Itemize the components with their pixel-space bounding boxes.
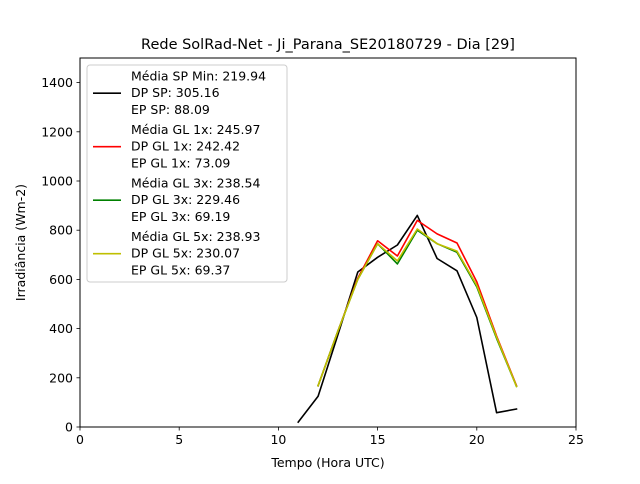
legend-entry: EP GL 3x: 69.19 (131, 209, 230, 224)
legend-entry: DP SP: 305.16 (131, 85, 220, 100)
legend-entry: Média GL 1x: 245.97 (131, 122, 260, 137)
x-tick-label: 20 (469, 432, 485, 447)
x-tick-label: 25 (568, 432, 584, 447)
series-lines (297, 214, 518, 424)
plot-frame (79, 57, 577, 428)
legend-entry: EP SP: 88.09 (131, 102, 210, 117)
x-tick-label: 5 (175, 432, 183, 447)
legend-entry: EP GL 5x: 69.37 (131, 262, 230, 277)
y-tick-label: 200 (49, 370, 73, 385)
series-line-black (297, 214, 518, 424)
y-tick-label: 1000 (41, 174, 73, 189)
y-tick-label: 0 (65, 420, 73, 435)
legend-entry: Média GL 5x: 238.93 (131, 229, 260, 244)
legend-entry: Média GL 3x: 238.54 (131, 176, 260, 191)
legend-entry: DP GL 5x: 230.07 (131, 246, 240, 261)
legend-entry: EP GL 1x: 73.09 (131, 155, 230, 170)
legend-box (86, 64, 288, 283)
x-tick-label: 0 (76, 432, 84, 447)
y-tick-label: 400 (49, 321, 73, 336)
x-axis-label: Tempo (Hora UTC) (270, 455, 384, 470)
y-tick-label: 800 (49, 223, 73, 238)
y-tick-label: 600 (49, 272, 73, 287)
legend-entry: Média SP Min: 219.94 (131, 69, 266, 84)
x-tick-label: 15 (370, 432, 386, 447)
axis-ticks: 0 5 10 15 20 25 0 200 400 600 800 1000 1200 1400 (41, 75, 584, 447)
chart-title: Rede SolRad-Net - Ji_Parana_SE20180729 -… (141, 37, 515, 53)
legend-entry: DP GL 1x: 242.42 (131, 139, 240, 154)
y-tick-label: 1400 (41, 75, 73, 90)
legend-entry: DP GL 3x: 229.46 (131, 192, 240, 207)
y-tick-label: 1200 (41, 124, 73, 139)
series-line-yellow (317, 228, 518, 388)
x-tick-label: 10 (270, 432, 286, 447)
y-axis-label: Irradiância (Wm-2) (13, 184, 28, 301)
